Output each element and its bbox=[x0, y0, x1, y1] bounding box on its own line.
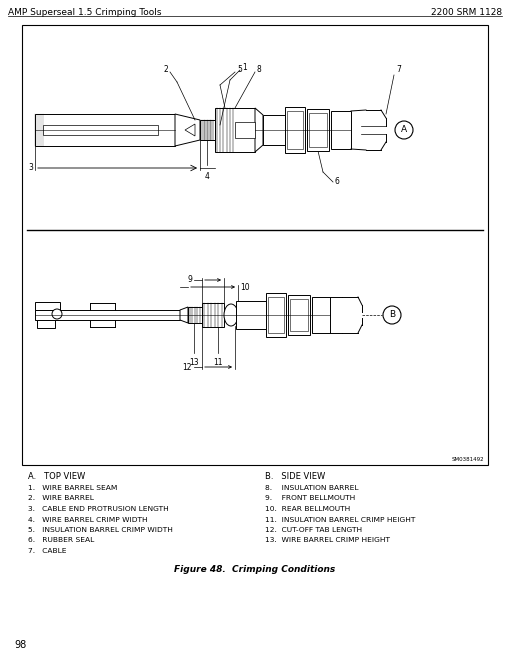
Text: 9: 9 bbox=[187, 275, 191, 284]
Bar bbox=[288, 295, 309, 335]
Text: 3: 3 bbox=[28, 164, 33, 172]
Text: 13.  WIRE BARREL CRIMP HEIGHT: 13. WIRE BARREL CRIMP HEIGHT bbox=[265, 537, 389, 543]
Bar bbox=[285, 107, 304, 153]
Text: 2.   WIRE BARREL: 2. WIRE BARREL bbox=[28, 496, 94, 502]
Text: AMP Superseal 1.5 Crimping Tools: AMP Superseal 1.5 Crimping Tools bbox=[8, 8, 161, 17]
Bar bbox=[188, 307, 202, 323]
Polygon shape bbox=[180, 307, 188, 323]
Bar bbox=[235, 122, 254, 138]
Text: 9.    FRONT BELLMOUTH: 9. FRONT BELLMOUTH bbox=[265, 496, 355, 502]
Polygon shape bbox=[175, 114, 200, 146]
Text: 11.  INSULATION BARREL CRIMP HEIGHT: 11. INSULATION BARREL CRIMP HEIGHT bbox=[265, 517, 414, 523]
Text: 1.   WIRE BARREL SEAM: 1. WIRE BARREL SEAM bbox=[28, 485, 117, 491]
Bar bbox=[35, 302, 60, 310]
Circle shape bbox=[394, 121, 412, 139]
Text: 6.   RUBBER SEAL: 6. RUBBER SEAL bbox=[28, 537, 94, 543]
Ellipse shape bbox=[223, 304, 238, 326]
Text: 98: 98 bbox=[14, 640, 26, 650]
Text: 5: 5 bbox=[237, 65, 241, 75]
Text: 8: 8 bbox=[257, 65, 261, 75]
Bar bbox=[290, 299, 307, 331]
Text: 12: 12 bbox=[182, 362, 191, 372]
Text: A.   TOP VIEW: A. TOP VIEW bbox=[28, 472, 85, 481]
Text: 2: 2 bbox=[163, 65, 167, 75]
Bar bbox=[263, 115, 285, 145]
Polygon shape bbox=[254, 108, 263, 152]
Text: 4: 4 bbox=[205, 172, 210, 181]
Text: 8.    INSULATION BARREL: 8. INSULATION BARREL bbox=[265, 485, 358, 491]
Bar bbox=[43, 125, 158, 135]
Text: 1: 1 bbox=[242, 63, 246, 73]
Text: 3.   CABLE END PROTRUSION LENGTH: 3. CABLE END PROTRUSION LENGTH bbox=[28, 506, 168, 512]
Text: 4.   WIRE BARREL CRIMP WIDTH: 4. WIRE BARREL CRIMP WIDTH bbox=[28, 517, 147, 523]
Bar bbox=[312, 297, 329, 333]
Text: 10: 10 bbox=[240, 282, 249, 292]
Text: 11: 11 bbox=[213, 358, 222, 367]
Circle shape bbox=[382, 306, 400, 324]
Text: 13: 13 bbox=[189, 358, 199, 367]
Bar bbox=[236, 301, 266, 329]
Bar bbox=[287, 111, 302, 149]
Circle shape bbox=[52, 309, 62, 319]
Text: B.   SIDE VIEW: B. SIDE VIEW bbox=[265, 472, 325, 481]
Text: 6: 6 bbox=[334, 178, 339, 187]
Text: SM0381492: SM0381492 bbox=[450, 457, 483, 462]
Bar bbox=[330, 111, 350, 149]
Text: 7: 7 bbox=[395, 65, 400, 75]
Bar bbox=[22, 25, 487, 465]
Text: Figure 48.  Crimping Conditions: Figure 48. Crimping Conditions bbox=[174, 564, 335, 574]
Text: 10.  REAR BELLMOUTH: 10. REAR BELLMOUTH bbox=[265, 506, 350, 512]
Bar bbox=[35, 114, 175, 146]
Text: A: A bbox=[400, 125, 406, 134]
Bar bbox=[266, 293, 286, 337]
Bar bbox=[35, 310, 180, 320]
Bar bbox=[308, 113, 326, 147]
Bar bbox=[200, 120, 215, 140]
Text: B: B bbox=[388, 310, 394, 319]
Polygon shape bbox=[185, 124, 194, 136]
Bar bbox=[37, 320, 55, 328]
Text: 12.  CUT-OFF TAB LENGTH: 12. CUT-OFF TAB LENGTH bbox=[265, 527, 361, 533]
Text: 2200 SRM 1128: 2200 SRM 1128 bbox=[430, 8, 501, 17]
Bar bbox=[215, 108, 254, 152]
Bar bbox=[202, 303, 223, 327]
Text: 5.   INSULATION BARREL CRIMP WIDTH: 5. INSULATION BARREL CRIMP WIDTH bbox=[28, 527, 173, 533]
Bar bbox=[267, 297, 284, 333]
Text: 7.   CABLE: 7. CABLE bbox=[28, 548, 66, 554]
Bar bbox=[306, 109, 328, 151]
